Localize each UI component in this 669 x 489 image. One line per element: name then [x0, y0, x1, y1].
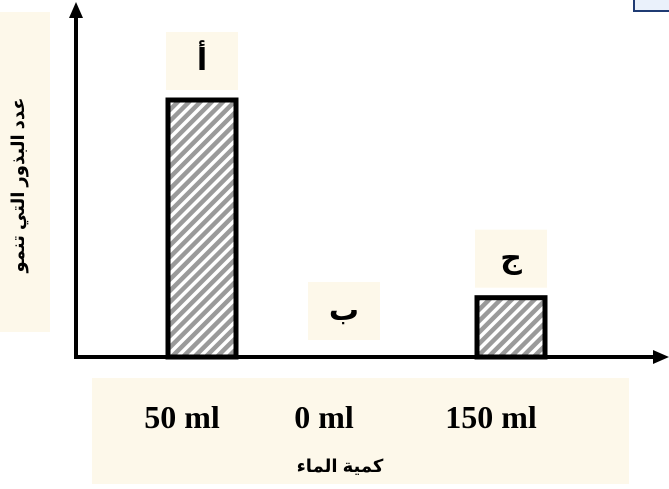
bar: [168, 100, 236, 357]
x-tick-label: 0 ml: [294, 399, 354, 435]
x-axis-title: كمية الماء: [297, 456, 384, 476]
x-tick-label: 50 ml: [144, 399, 220, 435]
bar-label: أ: [197, 40, 207, 78]
bar-label: ج: [500, 241, 522, 276]
y-axis-title: عدد البذور التي تنمو: [8, 97, 29, 273]
x-tick-label: 150 ml: [445, 399, 537, 435]
bar-label: ب: [329, 293, 359, 328]
x-axis-arrow: [653, 350, 669, 364]
y-axis-arrow: [69, 2, 83, 18]
bar: [477, 298, 545, 357]
